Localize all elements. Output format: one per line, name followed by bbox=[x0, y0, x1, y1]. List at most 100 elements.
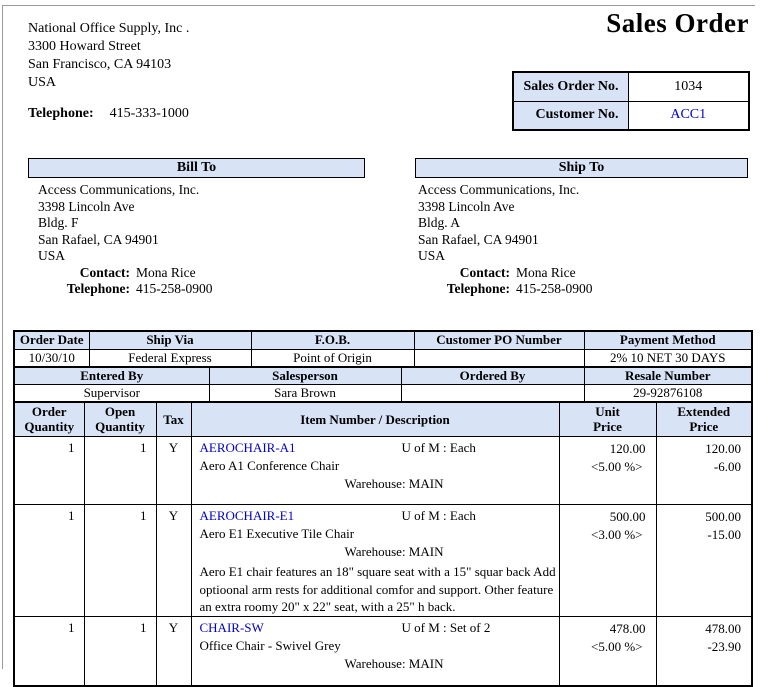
ship-to-line: Access Communications, Inc. bbox=[418, 182, 593, 199]
extended-price-value: 500.00 bbox=[657, 508, 742, 526]
tax-cell: Y bbox=[156, 437, 191, 505]
open-qty-cell: 1 bbox=[84, 616, 156, 686]
extended-discount-value: -6.00 bbox=[657, 458, 742, 476]
order-details: Order Date Ship Via F.O.B. Customer PO N… bbox=[13, 330, 753, 687]
resale-number-value: 29-92876108 bbox=[584, 384, 752, 402]
uom-text: U of M : Each bbox=[402, 440, 476, 456]
payment-method-header: Payment Method bbox=[584, 331, 752, 349]
item-long-description: Aero E1 chair features an 18" square sea… bbox=[200, 563, 558, 616]
extended-price-cell: 500.00 -15.00 bbox=[656, 505, 752, 617]
bill-to-line: 3398 Lincoln Ave bbox=[38, 199, 213, 216]
customer-no-label: Customer No. bbox=[513, 101, 628, 130]
ship-to-contact-label: Contact: bbox=[418, 265, 510, 282]
warehouse-text: Warehouse: MAIN bbox=[200, 656, 555, 674]
ship-to-telephone-value: 415-258-0900 bbox=[516, 281, 593, 296]
company-city: San Francisco, CA 94103 bbox=[28, 56, 189, 74]
ship-via-value: Federal Express bbox=[89, 349, 251, 367]
unit-discount-value: <5.00 %> bbox=[560, 458, 646, 476]
unit-discount-value: <3.00 %> bbox=[560, 526, 646, 544]
warehouse-text: Warehouse: MAIN bbox=[200, 476, 555, 494]
item-row: 1 1 Y AEROCHAIR-A1 U of M : Each Aero A1 … bbox=[14, 437, 752, 505]
company-block: National Office Supply, Inc . 3300 Howar… bbox=[28, 20, 189, 123]
ship-to-line: 3398 Lincoln Ave bbox=[418, 199, 593, 216]
company-country: USA bbox=[28, 74, 189, 92]
order-date-header: Order Date bbox=[14, 331, 89, 349]
item-description-header: Item Number / Description bbox=[191, 402, 559, 437]
extended-price-cell: 478.00 -23.90 bbox=[656, 616, 752, 686]
ordered-by-value bbox=[401, 384, 584, 402]
tax-cell: Y bbox=[156, 505, 191, 617]
line-items-table: Order Quantity Open Quantity Tax Item Nu… bbox=[13, 401, 753, 687]
company-telephone-label: Telephone: bbox=[28, 106, 94, 121]
ship-to-header-bar: Ship To bbox=[415, 158, 748, 178]
payment-method-value: 2% 10 NET 30 DAYS bbox=[584, 349, 752, 367]
frame-top-edge bbox=[2, 5, 755, 6]
order-qty-cell: 1 bbox=[14, 616, 84, 686]
order-date-value: 10/30/10 bbox=[14, 349, 89, 367]
bill-to-header-bar: Bill To bbox=[28, 158, 365, 178]
unit-price-cell: 120.00 <5.00 %> bbox=[559, 437, 656, 505]
bill-to-telephone-label: Telephone: bbox=[38, 281, 130, 298]
extended-price-value: 120.00 bbox=[657, 440, 742, 458]
item-description-cell: AEROCHAIR-E1 U of M : Each Aero E1 Execut… bbox=[191, 505, 559, 617]
item-description-text: Office Chair - Swivel Grey bbox=[200, 638, 555, 656]
open-qty-cell: 1 bbox=[84, 505, 156, 617]
ship-to-contact-value: Mona Rice bbox=[516, 265, 576, 280]
unit-price-value: 500.00 bbox=[560, 508, 646, 526]
bill-to-contact-label: Contact: bbox=[38, 265, 130, 282]
unit-price-cell: 500.00 <3.00 %> bbox=[559, 505, 656, 617]
item-number-link[interactable]: CHAIR-SW bbox=[200, 620, 264, 635]
salesperson-value: Sara Brown bbox=[209, 384, 401, 402]
ordered-by-header: Ordered By bbox=[401, 367, 584, 385]
unit-price-value: 478.00 bbox=[560, 620, 646, 638]
extended-discount-value: -15.00 bbox=[657, 526, 742, 544]
item-description-text: Aero E1 Executive Tile Chair bbox=[200, 526, 555, 544]
extended-price-value: 478.00 bbox=[657, 620, 742, 638]
fob-header: F.O.B. bbox=[251, 331, 414, 349]
uom-text: U of M : Each bbox=[402, 508, 476, 524]
ship-to-address: Access Communications, Inc. 3398 Lincoln… bbox=[418, 182, 593, 298]
bill-to-telephone-value: 415-258-0900 bbox=[136, 281, 213, 296]
sales-order-no-label: Sales Order No. bbox=[513, 72, 628, 101]
resale-number-header: Resale Number bbox=[584, 367, 752, 385]
order-info-table-1: Order Date Ship Via F.O.B. Customer PO N… bbox=[13, 330, 753, 368]
order-qty-cell: 1 bbox=[14, 505, 84, 617]
ship-to-line: USA bbox=[418, 248, 593, 265]
uom-text: U of M : Set of 2 bbox=[402, 620, 491, 636]
extended-discount-value: -23.90 bbox=[657, 638, 742, 656]
item-row: 1 1 Y AEROCHAIR-E1 U of M : Each Aero E1 … bbox=[14, 505, 752, 617]
company-street: 3300 Howard Street bbox=[28, 38, 189, 56]
bill-to-line: Bldg. F bbox=[38, 215, 213, 232]
order-number-box: Sales Order No. 1034 Customer No. ACC1 bbox=[512, 71, 750, 131]
bill-to-line: San Rafael, CA 94901 bbox=[38, 232, 213, 249]
frame-left-edge bbox=[2, 5, 3, 669]
ship-to-telephone-label: Telephone: bbox=[418, 281, 510, 298]
ship-via-header: Ship Via bbox=[89, 331, 251, 349]
company-telephone-value: 415-333-1000 bbox=[110, 106, 189, 121]
tax-cell: Y bbox=[156, 616, 191, 686]
fob-value: Point of Origin bbox=[251, 349, 414, 367]
item-number-link[interactable]: AEROCHAIR-A1 bbox=[200, 440, 296, 455]
item-description-text: Aero A1 Conference Chair bbox=[200, 458, 555, 476]
warehouse-text: Warehouse: MAIN bbox=[200, 544, 555, 562]
order-qty-cell: 1 bbox=[14, 437, 84, 505]
bill-to-contact-value: Mona Rice bbox=[136, 265, 196, 280]
bill-to-line: Access Communications, Inc. bbox=[38, 182, 213, 199]
entered-by-value: Supervisor bbox=[14, 384, 209, 402]
item-number-link[interactable]: AEROCHAIR-E1 bbox=[200, 508, 295, 523]
customer-no-link[interactable]: ACC1 bbox=[670, 107, 706, 122]
order-info-table-2: Entered By Salesperson Ordered By Resale… bbox=[13, 366, 753, 403]
unit-discount-value: <5.00 %> bbox=[560, 638, 646, 656]
bill-to-address: Access Communications, Inc. 3398 Lincoln… bbox=[38, 182, 213, 298]
open-qty-cell: 1 bbox=[84, 437, 156, 505]
unit-price-cell: 478.00 <5.00 %> bbox=[559, 616, 656, 686]
company-name: National Office Supply, Inc . bbox=[28, 20, 189, 38]
ship-to-line: Bldg. A bbox=[418, 215, 593, 232]
open-quantity-header: Open Quantity bbox=[84, 402, 156, 437]
entered-by-header: Entered By bbox=[14, 367, 209, 385]
unit-price-value: 120.00 bbox=[560, 440, 646, 458]
sales-order-no-value: 1034 bbox=[628, 72, 749, 101]
bill-to-line: USA bbox=[38, 248, 213, 265]
item-row: 1 1 Y CHAIR-SW U of M : Set of 2 Office C… bbox=[14, 616, 752, 686]
customer-po-value bbox=[414, 349, 584, 367]
